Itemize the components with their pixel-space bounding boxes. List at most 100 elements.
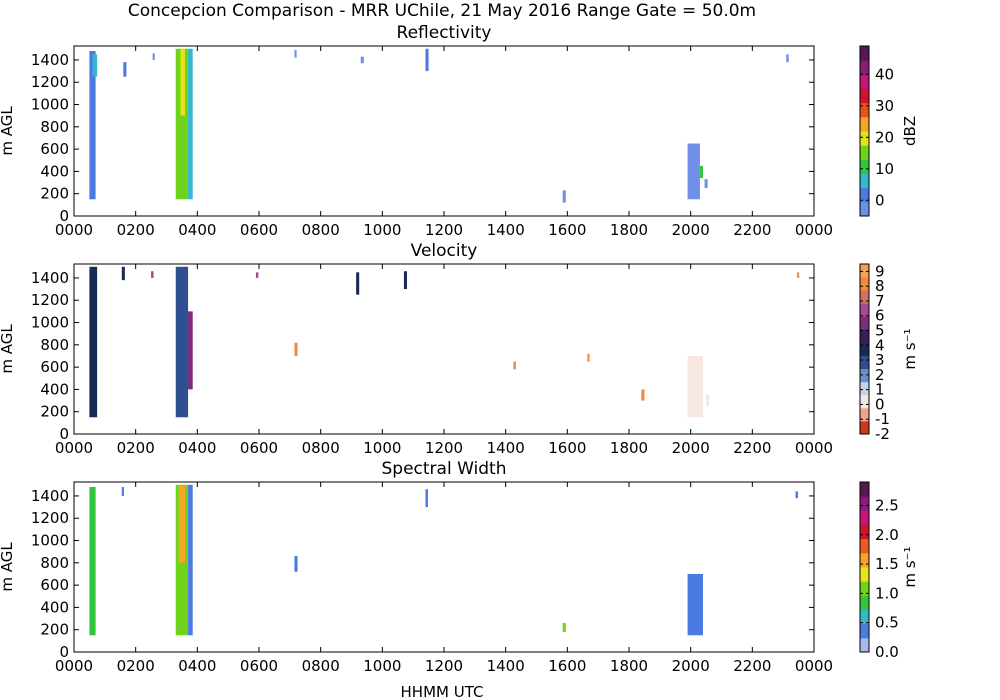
colorbar-tick-label: 7 <box>875 292 885 310</box>
data-cell <box>151 271 154 278</box>
y-axis-label: m AGL <box>0 542 16 592</box>
colorbar-tick-label: 6 <box>875 307 885 325</box>
y-tick-label: 1400 <box>31 51 69 69</box>
data-cell <box>175 266 189 418</box>
data-cell <box>687 355 703 418</box>
x-tick-label: 0600 <box>240 439 278 457</box>
colorbar-tick-label: 5 <box>875 322 885 340</box>
colorbar-segment <box>860 329 869 343</box>
colorbar-tick-label: 9 <box>875 262 885 280</box>
colorbar-tick-label: 0.5 <box>875 614 899 632</box>
colorbar-segment <box>860 131 869 146</box>
colorbar-segment <box>860 316 869 330</box>
data-cell <box>121 487 124 496</box>
y-tick-label: 0 <box>59 425 69 443</box>
colorbar-segment <box>860 609 869 625</box>
colorbar-tick-label: 0 <box>875 395 885 413</box>
y-tick-label: 1400 <box>31 487 69 505</box>
y-tick-label: 1000 <box>31 314 69 332</box>
x-tick-label: 1800 <box>610 221 648 239</box>
y-tick-label: 800 <box>40 118 69 136</box>
panel-title: Velocity <box>411 241 478 261</box>
data-layer <box>89 266 800 418</box>
colorbar-segment <box>860 407 869 422</box>
colorbar-segment <box>860 342 869 357</box>
x-tick-label: 1400 <box>487 439 525 457</box>
colorbar-segment <box>860 102 869 118</box>
x-tick-label: 0000 <box>55 439 93 457</box>
data-cell <box>123 62 127 77</box>
colorbar-tick-label: -2 <box>875 425 890 443</box>
data-cell <box>641 389 645 401</box>
x-tick-label: 0800 <box>302 221 340 239</box>
panel-title: Reflectivity <box>397 23 492 43</box>
colorbar: 0 10 20 30 40 dBZ <box>859 45 919 217</box>
x-tick-label: 1600 <box>548 657 586 675</box>
y-tick-label: 1200 <box>31 509 69 527</box>
y-tick-label: 600 <box>40 576 69 594</box>
colorbar-tick-label: 0 <box>875 191 885 209</box>
colorbar: 0.0 0.5 1.0 1.5 2.0 2.5 m s⁻¹ <box>859 481 919 661</box>
data-cell <box>687 143 700 200</box>
colorbar-tick-label: 0.0 <box>875 643 899 661</box>
colorbar-segment <box>860 496 869 511</box>
data-cell <box>294 556 298 572</box>
x-tick-label: 2200 <box>733 657 771 675</box>
x-tick-label: 0400 <box>178 439 216 457</box>
colorbar-segment <box>860 510 869 525</box>
data-cell <box>188 48 193 200</box>
data-cell <box>786 54 789 63</box>
data-cell <box>425 489 428 508</box>
y-tick-label: 200 <box>40 403 69 421</box>
data-cell <box>152 53 155 60</box>
data-cell <box>562 623 566 632</box>
colorbar-segment <box>860 581 869 596</box>
colorbar-segment <box>860 264 869 278</box>
colorbar-segment <box>860 538 869 554</box>
x-tick-label: 1000 <box>363 221 401 239</box>
data-cell <box>513 361 516 370</box>
colorbar-label: dBZ <box>901 116 919 146</box>
colorbar-tick-label: 10 <box>875 160 894 178</box>
x-tick-label: 0000 <box>55 657 93 675</box>
colorbar-segment <box>860 303 869 317</box>
colorbar-label: m s⁻¹ <box>901 328 919 369</box>
data-cell <box>89 266 98 418</box>
x-tick-label: 1000 <box>363 439 401 457</box>
data-cell <box>699 165 703 179</box>
y-tick-label: 0 <box>59 207 69 225</box>
colorbar-segment <box>860 74 869 89</box>
colorbar-segment <box>860 482 869 497</box>
figure-xlabel: HHMM UTC <box>401 683 484 700</box>
y-tick-label: 200 <box>40 621 69 639</box>
x-tick-label: 0600 <box>240 221 278 239</box>
x-tick-label: 1400 <box>487 221 525 239</box>
data-cell <box>294 49 297 58</box>
data-cell <box>706 394 710 407</box>
y-tick-label: 800 <box>40 554 69 572</box>
colorbar-tick-label: 30 <box>875 97 894 115</box>
colorbar-segment <box>860 524 869 540</box>
y-tick-label: 600 <box>40 358 69 376</box>
x-tick-label: 1200 <box>425 221 463 239</box>
x-tick-label: 1600 <box>548 221 586 239</box>
data-layer <box>89 484 798 636</box>
x-tick-label: 0800 <box>302 439 340 457</box>
colorbar-segment <box>860 187 869 203</box>
colorbar-tick-label: 1.0 <box>875 584 899 602</box>
y-tick-label: 1200 <box>31 291 69 309</box>
colorbar-segment <box>860 637 869 653</box>
data-cell <box>587 353 590 362</box>
colorbar-segment <box>860 88 869 104</box>
y-axis-label: m AGL <box>0 324 16 374</box>
data-cell <box>188 484 193 636</box>
y-tick-label: 1200 <box>31 73 69 91</box>
y-tick-label: 1400 <box>31 269 69 287</box>
colorbar-segment <box>860 145 869 160</box>
y-tick-label: 400 <box>40 380 69 398</box>
data-cell <box>188 311 193 390</box>
data-cell <box>89 487 96 636</box>
